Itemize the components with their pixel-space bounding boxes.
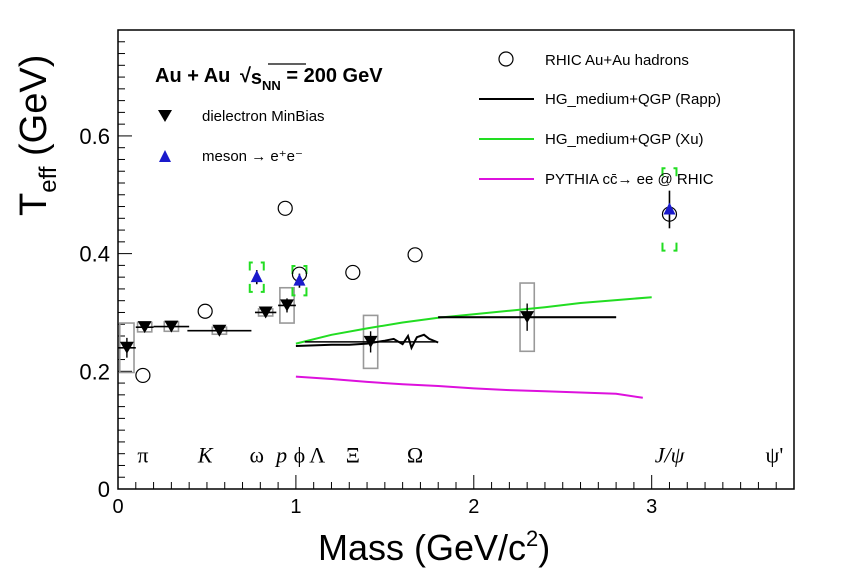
- dielectron-point: [212, 324, 227, 337]
- particle-label: ψ': [766, 443, 784, 468]
- legend-dielectron-label: dielectron MinBias: [202, 108, 325, 125]
- data-points: [118, 190, 678, 384]
- hadron-point: [277, 200, 293, 216]
- particle-label: Ω: [407, 443, 423, 468]
- particle-label: π: [137, 443, 148, 468]
- axis-ticks: 0 1 2 3 0 0.2 0.4 0.6: [79, 29, 795, 518]
- x-tick-label: 0: [112, 496, 123, 518]
- legend-meson-marker: [159, 150, 171, 162]
- syst-bracket: [248, 261, 265, 293]
- dielectron-point: [164, 320, 179, 333]
- legend-pythia-label: PYTHIA cc̄→ ee @ RHIC: [545, 171, 714, 188]
- dielectron-point: [363, 335, 378, 348]
- y-tick-label: 0.2: [79, 359, 110, 384]
- syst-bracket: [291, 264, 308, 297]
- legend-right: RHIC Au+Au hadrons HG_medium+QGP (Rapp) …: [479, 51, 721, 188]
- x-axis-label: Mass (GeV/c2): [318, 526, 550, 568]
- meson-point: [250, 270, 263, 283]
- hadron-point: [345, 264, 361, 281]
- dielectron-point: [119, 341, 134, 354]
- legend-rapp-label: HG_medium+QGP (Rapp): [545, 91, 721, 108]
- syst-bracket: [661, 167, 678, 252]
- dielectron-point: [520, 311, 535, 324]
- xu-curve: [295, 296, 652, 345]
- hadron-point: [197, 303, 213, 319]
- particle-label: Λ: [309, 443, 325, 468]
- dielectron-point: [137, 321, 152, 334]
- dielectron-point: [258, 306, 273, 319]
- y-axis-label: Teff (GeV): [13, 55, 62, 216]
- legend-hadrons-marker: [498, 51, 514, 67]
- meson-point: [663, 202, 676, 215]
- x-tick-label: 3: [646, 496, 657, 518]
- particle-label: J/ψ: [655, 443, 685, 468]
- legend-dielectron-marker: [158, 110, 172, 122]
- y-tick-label: 0.6: [79, 124, 110, 149]
- particle-label: ω: [250, 443, 264, 468]
- hadron-point: [135, 367, 151, 384]
- legend-left: dielectron MinBias meson → e⁺e⁻: [158, 108, 325, 165]
- particle-label: p: [274, 443, 287, 468]
- pythia-curve: [295, 375, 643, 399]
- chart-title: Au + Au √sNN = 200 GeV: [155, 65, 383, 93]
- hadron-point: [407, 247, 423, 263]
- dielectron-point: [280, 299, 294, 312]
- y-tick-label: 0.4: [79, 242, 110, 267]
- y-tick-label: 0: [98, 477, 110, 502]
- legend-hadrons-label: RHIC Au+Au hadrons: [545, 52, 689, 69]
- particle-label: ϕ: [294, 443, 306, 468]
- legend-meson-label: meson → e⁺e⁻: [202, 148, 303, 165]
- x-tick-label: 1: [290, 496, 301, 518]
- particle-label: Ξ: [346, 443, 360, 468]
- legend-xu-label: HG_medium+QGP (Xu): [545, 131, 704, 148]
- particle-label: K: [197, 443, 214, 468]
- x-tick-label: 2: [468, 496, 479, 518]
- meson-point: [293, 273, 306, 286]
